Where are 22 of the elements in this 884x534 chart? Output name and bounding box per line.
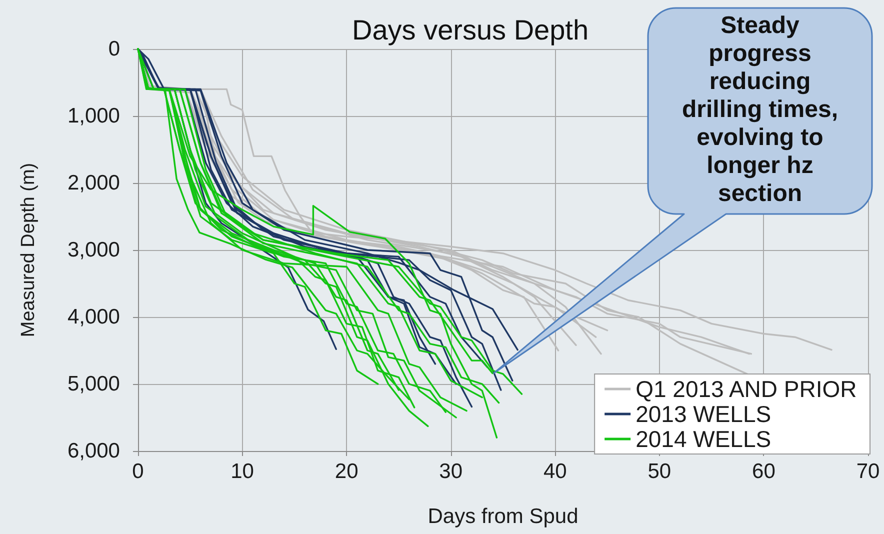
x-tick-label: 20 — [334, 460, 358, 483]
x-axis-title: Days from Spud — [428, 505, 578, 528]
legend-label: 2013 WELLS — [636, 401, 772, 427]
legend-label: Q1 2013 AND PRIOR — [636, 376, 857, 402]
y-tick-label: 5,000 — [67, 372, 120, 396]
annotation: Steady progress reducing drilling times, evolving to longer hz section — [680, 12, 840, 208]
y-axis-title: Measured Depth (m) — [18, 162, 39, 338]
y-tick-label: 0 — [108, 38, 120, 60]
x-tick-label: 70 — [856, 460, 880, 483]
y-tick-label: 3,000 — [67, 238, 120, 262]
y-tick-label: 1,000 — [67, 104, 120, 128]
x-tick-label: 50 — [648, 460, 672, 483]
x-tick-label: 40 — [543, 460, 567, 483]
x-tick-label: 30 — [439, 460, 463, 483]
x-tick-label: 60 — [752, 460, 776, 483]
x-tick-label: 10 — [230, 460, 254, 483]
chart-title: Days versus Depth — [352, 14, 589, 46]
y-tick-label: 6,000 — [67, 440, 120, 462]
legend-label: 2014 WELLS — [636, 426, 772, 452]
y-tick-label: 2,000 — [67, 172, 120, 194]
x-tick-label: 0 — [132, 460, 144, 483]
y-tick-label: 4,000 — [67, 306, 120, 328]
